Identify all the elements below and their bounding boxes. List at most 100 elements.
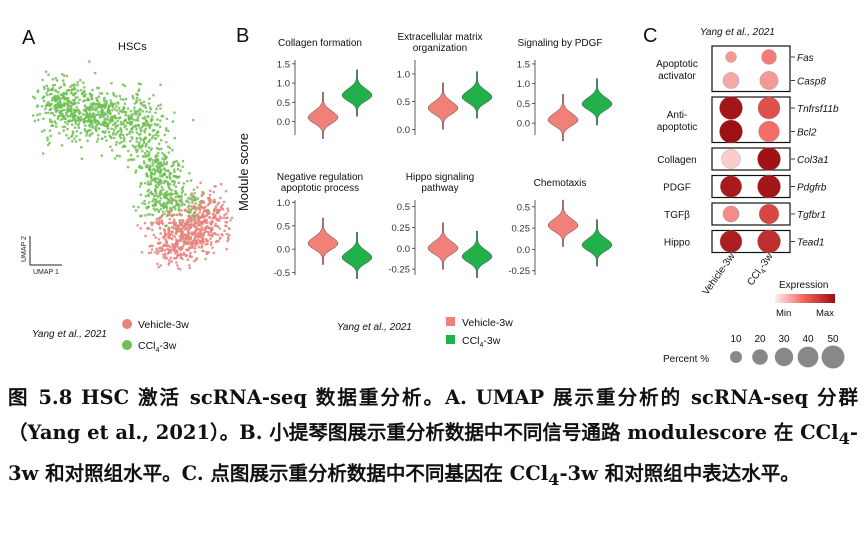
umap-point [212,232,216,235]
umap-point [150,223,154,227]
dot-point [719,119,743,144]
umap-point [178,235,182,238]
umap-point [145,149,149,153]
umap-point [187,201,191,204]
umap-point [194,229,197,233]
umap-point [171,148,174,152]
umap-point [118,154,121,158]
umap-point [135,131,139,134]
umap-point [189,251,192,255]
dot-group-label-line: Apoptotic [656,59,698,70]
umap-point [110,149,114,152]
umap-point [93,115,97,119]
umap-point [198,215,202,219]
umap-point [176,230,179,233]
umap-point [144,194,148,198]
umap-point [175,192,179,196]
umap-point [47,100,50,104]
umap-point [134,113,138,116]
umap-point [169,221,173,225]
umap-point [188,172,191,175]
umap-point [119,132,123,136]
umap-point [207,250,210,254]
umap-point [150,248,154,251]
umap-point [77,108,80,112]
umap-point [179,213,183,216]
violin-tick-label: 0.0 [397,244,410,255]
violin-title-line: Collagen formation [278,38,362,49]
umap-point [59,118,63,122]
umap-point [206,203,210,207]
violin-shape [547,94,579,142]
umap-point [126,107,130,110]
umap-point [139,108,142,112]
umap-point [179,256,183,260]
umap-point [72,103,75,106]
umap-point [179,169,182,173]
umap-scatter [32,60,234,271]
umap-point [209,243,213,246]
umap-point [105,99,108,103]
umap-point [181,165,184,169]
umap-point [147,205,150,209]
umap-point [79,131,83,135]
umap-point [60,72,64,76]
umap-point [138,215,142,218]
dot-gene-label: Pdgfrb [797,183,827,194]
umap-point [91,105,94,109]
umap-point [199,181,202,185]
umap-point [172,223,176,227]
dot-column-label: CCl4-3w [745,251,777,289]
umap-point [100,137,104,140]
umap-point [79,88,83,92]
umap-point [58,132,61,135]
umap-point [161,152,164,155]
umap-point [109,99,112,102]
umap-point [159,192,162,195]
umap-point [164,257,167,260]
umap-point [210,226,214,230]
umap-point [79,78,82,82]
umap-point [118,94,122,98]
umap-point [68,104,72,108]
umap-point [212,251,216,255]
umap-point [66,102,70,105]
umap-point [129,109,133,113]
umap-point [61,79,65,82]
umap-point [110,127,113,130]
umap-point [169,172,173,175]
umap-point [62,74,66,77]
umap-point [160,147,163,151]
umap-point [61,115,65,118]
umap-point [137,205,140,209]
umap-point [79,115,83,119]
umap-point [147,102,151,105]
umap-point [166,214,169,218]
umap-point [77,126,81,129]
umap-point [70,91,73,95]
figure-caption: 图 5.8 HSC 激活 scRNA-seq 数据重分析。A. UMAP 展示重… [8,380,858,497]
umap-point [62,108,66,112]
dot-point [757,174,781,199]
umap-point [60,144,64,147]
umap-point [88,134,91,137]
umap-point [140,129,143,132]
violin-subplot: Signaling by PDGF 0.0 0.5 1.0 1.5 [517,38,613,142]
panel-b: B Module score Collagen formation 0.0 0.5 1… [236,25,613,349]
umap-point [173,136,177,140]
umap-point [46,143,50,147]
umap-point [110,136,113,140]
umap-point [147,180,150,183]
umap-point [137,133,141,136]
umap-point [120,130,123,133]
umap-point [142,141,146,145]
umap-point [194,258,198,262]
umap-point [114,133,118,136]
umap-point [135,137,139,140]
umap-point [55,125,58,128]
umap-point [134,169,138,172]
umap-point [41,97,44,100]
umap-point [97,101,101,105]
umap-point [174,207,177,211]
umap-point [191,118,195,122]
